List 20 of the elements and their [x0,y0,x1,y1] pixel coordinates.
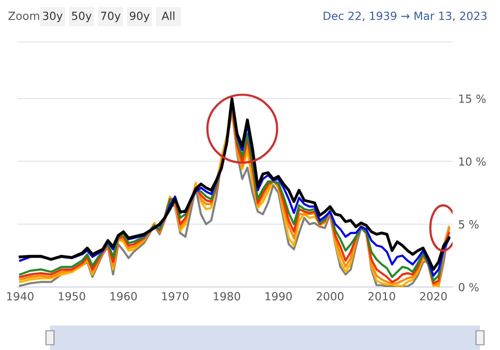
y-tick-label: 15 % [459,94,486,103]
y-tick-label: 5 % [458,220,479,229]
x-tick-label: 1990 [265,292,292,300]
text: 50y [72,12,92,22]
text: 90y [130,12,150,22]
x-tick-label: 1950 [58,292,86,300]
x-tick-label: 1970 [162,292,188,300]
text: Dec 22, 1939 → Mar 13, 2023 [324,12,487,22]
x-tick-label: 1980 [214,292,240,300]
x-tick-label: 2020 [420,292,447,300]
x-tick-label: 1960 [110,292,137,300]
x-tick-label: 2000 [316,292,344,300]
x-tick-label: 2010 [368,292,396,300]
text: All [162,11,174,20]
text: 70y [101,12,121,22]
text: 30y [42,12,63,22]
x-tick-label: 1940 [7,292,34,300]
y-tick-label: 0 % [458,282,479,292]
y-tick-label: 10 % [459,157,486,166]
text: Zoom [8,12,40,20]
